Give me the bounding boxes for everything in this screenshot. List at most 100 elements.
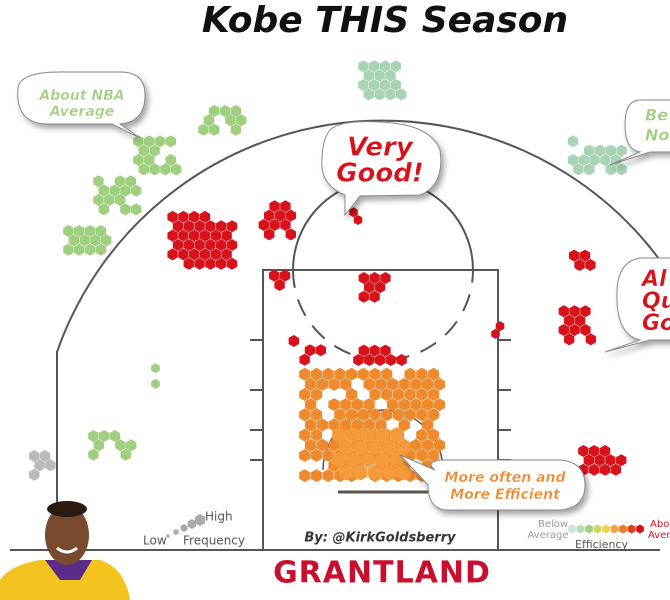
hexbin [95, 243, 106, 256]
hexbin [600, 154, 611, 166]
hexbin [369, 408, 381, 422]
byline: By: @KirkGoldsberry [304, 531, 456, 546]
hexbin [599, 463, 611, 476]
hexbin [165, 154, 176, 166]
hexbin [29, 450, 40, 462]
hexbin [605, 454, 616, 467]
hexbin [299, 367, 311, 381]
hexbin [88, 430, 99, 442]
hexbin [131, 184, 142, 197]
legend-hex [187, 519, 197, 529]
hexbin [219, 105, 231, 117]
hexbin [269, 219, 280, 231]
hexbin [149, 144, 160, 157]
hexbin [585, 259, 596, 271]
hexbin [385, 69, 396, 82]
hexbin [340, 398, 352, 412]
hexbin [357, 408, 369, 422]
hexbin [616, 144, 627, 157]
hexbin [84, 243, 96, 256]
hexbin [93, 194, 104, 206]
hexbin [126, 439, 137, 452]
hexbin [594, 144, 606, 157]
hexbin [165, 135, 176, 148]
hexbin [79, 234, 90, 247]
hexbin [189, 210, 200, 223]
callouts [17, 71, 670, 511]
hexbin [584, 163, 595, 176]
hexbin [363, 69, 374, 82]
hexbin [167, 229, 178, 242]
hexbin [589, 154, 600, 166]
hexbin [358, 79, 369, 91]
hexbin [427, 448, 440, 462]
hexbin [154, 135, 166, 148]
legend-low: Low [143, 534, 167, 548]
hexbin [209, 105, 220, 117]
hexbin [340, 418, 352, 432]
hexbin [316, 377, 328, 391]
hexbin [353, 439, 368, 456]
hexbin [398, 377, 410, 391]
hexbin [280, 200, 291, 213]
hexbin [316, 418, 328, 432]
callout-text: Al [640, 267, 667, 292]
hexbin [605, 144, 616, 157]
hexbin [299, 448, 311, 462]
hexbin [569, 305, 580, 318]
callout-text: Go [642, 311, 670, 336]
hexbin [115, 439, 126, 452]
hexbin [203, 114, 214, 127]
hexbin [171, 163, 182, 176]
hexbin [369, 367, 381, 381]
hexbin [98, 203, 109, 216]
hexbin [381, 388, 393, 401]
hexbin [199, 248, 211, 261]
hexbin [416, 428, 428, 442]
hexbin [151, 363, 160, 374]
hexbin [585, 333, 596, 346]
hexbin [599, 445, 611, 457]
hexbin [589, 463, 600, 476]
legend-high: High [205, 510, 233, 524]
hexbin [410, 377, 422, 391]
hexbin [416, 408, 428, 422]
hexbin [120, 184, 131, 197]
hexbin [433, 398, 445, 412]
hexbin [584, 144, 595, 157]
hexbin [416, 448, 428, 462]
legend-efficiency: Efficiency [575, 538, 628, 551]
legend-below: Below [538, 519, 568, 530]
legend-hex [627, 524, 636, 534]
hexbin [389, 452, 404, 468]
hexbin [382, 439, 397, 456]
hexbin [74, 225, 85, 237]
hexbin [363, 377, 375, 391]
hexbin [172, 239, 184, 251]
hexbin [558, 324, 569, 336]
hexbin [351, 398, 364, 412]
hexbin [390, 60, 401, 73]
hexbin [199, 229, 211, 242]
hexbin [138, 163, 149, 176]
hexbin [230, 105, 241, 117]
hexbin [379, 60, 391, 73]
hexbin [381, 408, 393, 422]
hexbin [416, 367, 428, 381]
hexbin [205, 220, 216, 233]
hexbin [569, 324, 580, 336]
hexbin [205, 239, 216, 251]
legend-above: Aver [648, 530, 670, 541]
hexbin [280, 219, 291, 231]
hexbin [386, 377, 399, 391]
hexbin [328, 438, 340, 452]
hexbin [567, 154, 579, 166]
hexbin [346, 427, 361, 443]
hexbin [369, 60, 380, 73]
hexbin [93, 175, 104, 188]
hexbin [392, 408, 404, 422]
hexbin [375, 377, 387, 391]
hexbin [285, 228, 296, 241]
hexbin [390, 79, 401, 91]
